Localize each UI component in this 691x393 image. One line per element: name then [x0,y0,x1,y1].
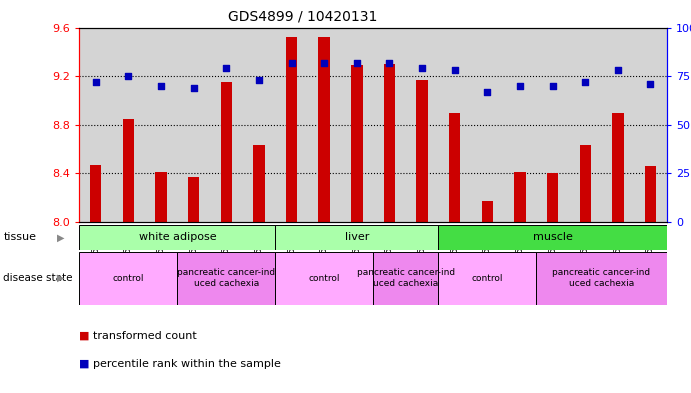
Bar [188,177,200,222]
FancyBboxPatch shape [275,252,373,305]
FancyBboxPatch shape [438,252,536,305]
Point [449,67,460,73]
Point [155,83,167,89]
Text: ■: ■ [79,331,90,341]
Text: tissue: tissue [3,232,37,242]
Point [547,83,558,89]
Bar [514,172,526,222]
Bar [220,82,232,222]
Bar [384,64,395,222]
Point [220,65,231,72]
Text: white adipose: white adipose [138,232,216,242]
Text: ▶: ▶ [57,273,64,283]
Point [254,77,265,83]
Point [417,65,428,72]
Bar [612,113,623,222]
Bar [90,165,102,222]
Text: muscle: muscle [533,232,573,242]
FancyBboxPatch shape [438,225,667,250]
Text: control: control [308,274,340,283]
Bar [351,65,363,222]
Point [351,59,362,66]
Point [91,79,102,85]
Point [645,81,656,87]
Text: percentile rank within the sample: percentile rank within the sample [93,358,281,369]
Point [482,88,493,95]
Bar [547,173,558,222]
Point [188,84,199,91]
Bar [123,119,134,222]
Text: ■: ■ [79,358,90,369]
Text: control: control [471,274,503,283]
Bar [417,80,428,222]
Point [514,83,525,89]
Text: ▶: ▶ [57,232,64,242]
Text: pancreatic cancer-ind
uced cachexia: pancreatic cancer-ind uced cachexia [357,268,455,288]
Bar [286,37,297,222]
Text: pancreatic cancer-ind
uced cachexia: pancreatic cancer-ind uced cachexia [553,268,651,288]
Text: disease state: disease state [3,273,73,283]
Point [612,67,623,73]
Text: GDS4899 / 10420131: GDS4899 / 10420131 [228,10,377,24]
Bar [155,172,167,222]
Point [123,73,134,79]
FancyBboxPatch shape [79,225,275,250]
FancyBboxPatch shape [79,252,178,305]
FancyBboxPatch shape [178,252,275,305]
Bar [319,37,330,222]
Point [580,79,591,85]
Bar [580,145,591,222]
Text: liver: liver [345,232,369,242]
Bar [645,166,656,222]
Text: control: control [113,274,144,283]
Point [384,59,395,66]
Text: transformed count: transformed count [93,331,197,341]
Text: pancreatic cancer-ind
uced cachexia: pancreatic cancer-ind uced cachexia [177,268,276,288]
FancyBboxPatch shape [536,252,667,305]
Point [319,59,330,66]
Bar [482,201,493,222]
FancyBboxPatch shape [373,252,438,305]
Point [286,59,297,66]
FancyBboxPatch shape [275,225,438,250]
Bar [449,113,460,222]
Bar [253,145,265,222]
